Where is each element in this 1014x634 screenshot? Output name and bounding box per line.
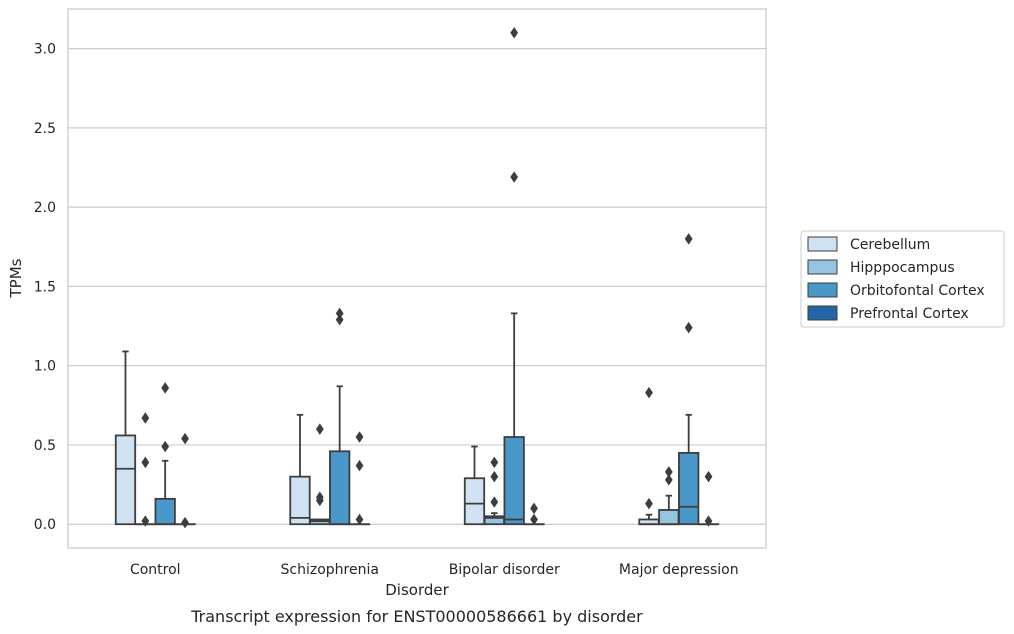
legend: Cerebellum Hipppocampus Orbitofontal Corte… xyxy=(800,230,1005,328)
y-tick-label: 1.0 xyxy=(34,359,56,375)
box-cerebellum xyxy=(114,350,137,526)
outlier-point xyxy=(510,171,519,183)
outlier-point xyxy=(141,412,150,424)
box-prefrontal-cortex xyxy=(348,431,371,526)
outlier-point xyxy=(315,423,324,435)
outlier-point xyxy=(530,502,538,515)
x-tick-label: Control xyxy=(130,562,181,578)
legend-swatch xyxy=(807,259,838,275)
y-tick-label: 0.0 xyxy=(34,517,56,533)
box-iqr xyxy=(329,450,351,526)
x-tick-labels: Control Schizophrenia Bipolar disorder Majo… xyxy=(130,562,739,578)
outlier-point xyxy=(181,516,189,529)
y-tick-label: 2.0 xyxy=(34,200,56,216)
outlier-point xyxy=(355,513,364,526)
box-orbitofontal-cortex xyxy=(329,307,351,526)
x-tick-label: Major depression xyxy=(619,562,739,578)
boxes xyxy=(114,27,720,529)
x-tick-label: Bipolar disorder xyxy=(449,562,560,578)
outlier-point xyxy=(510,27,519,39)
outlier-point xyxy=(141,515,150,527)
y-tick-label: 0.5 xyxy=(34,438,56,454)
box-iqr xyxy=(658,509,680,526)
outlier-point xyxy=(645,497,653,510)
grid-lines xyxy=(68,48,766,525)
outlier-point xyxy=(335,314,344,326)
outlier-point xyxy=(704,470,713,483)
outlier-point xyxy=(684,321,693,334)
box-iqr xyxy=(289,475,311,526)
outlier-point xyxy=(161,440,170,453)
outlier-point xyxy=(181,432,189,445)
box-iqr xyxy=(503,436,525,526)
legend-swatch xyxy=(807,282,838,298)
outlier-point xyxy=(315,491,324,503)
box-iqr xyxy=(114,434,137,526)
y-tick-labels: 0.0 0.5 1.0 1.5 2.0 2.5 3.0 xyxy=(34,42,56,534)
y-axis-label: TPMs xyxy=(7,258,25,298)
outlier-point xyxy=(704,515,713,527)
box-cerebellum xyxy=(289,413,311,526)
outlier-point xyxy=(355,459,364,472)
box-hipppocampus xyxy=(483,456,505,526)
outlier-point xyxy=(355,431,364,443)
outlier-point xyxy=(664,474,673,486)
box-iqr xyxy=(463,477,486,526)
x-axis-label: Disorder xyxy=(385,581,449,599)
outlier-point xyxy=(490,456,499,469)
box-cerebellum xyxy=(638,386,660,526)
y-tick-label: 2.5 xyxy=(34,121,56,137)
box-iqr xyxy=(154,497,176,526)
box-orbitofontal-cortex xyxy=(678,233,700,526)
box-orbitofontal-cortex xyxy=(503,27,525,526)
legend-label: Prefrontal Cortex xyxy=(850,306,969,322)
outlier-point xyxy=(530,513,538,526)
legend-swatch xyxy=(807,236,838,252)
box-cerebellum xyxy=(463,445,486,526)
y-tick-label: 1.5 xyxy=(34,279,56,295)
outlier-point xyxy=(490,470,499,483)
chart-caption: Transcript expression for ENST0000058666… xyxy=(190,607,643,626)
legend-label: Orbitofontal Cortex xyxy=(850,283,985,299)
box-hipppocampus xyxy=(134,412,156,527)
outlier-point xyxy=(335,307,344,320)
box-prefrontal-cortex xyxy=(523,502,545,526)
outlier-point xyxy=(490,496,499,508)
box-hipppocampus xyxy=(658,466,680,526)
box-orbitofontal-cortex xyxy=(154,382,176,526)
outlier-point xyxy=(161,382,170,394)
plot-area-frame xyxy=(67,8,767,549)
x-tick-label: Schizophrenia xyxy=(281,562,379,578)
outlier-point xyxy=(664,466,673,478)
outlier-point xyxy=(684,233,693,245)
box-prefrontal-cortex xyxy=(697,470,720,527)
box-hipppocampus xyxy=(309,423,331,526)
legend-label: Hipppocampus xyxy=(850,260,955,276)
outlier-point xyxy=(141,456,150,469)
outlier-point xyxy=(645,386,653,399)
legend-swatch xyxy=(807,305,838,321)
y-tick-label: 3.0 xyxy=(34,42,56,58)
legend-frame xyxy=(800,230,1005,328)
legend-label: Cerebellum xyxy=(850,237,930,253)
legend-items: Cerebellum Hipppocampus Orbitofontal Corte… xyxy=(807,236,985,322)
box-iqr xyxy=(678,451,700,526)
box-prefrontal-cortex xyxy=(174,432,196,529)
